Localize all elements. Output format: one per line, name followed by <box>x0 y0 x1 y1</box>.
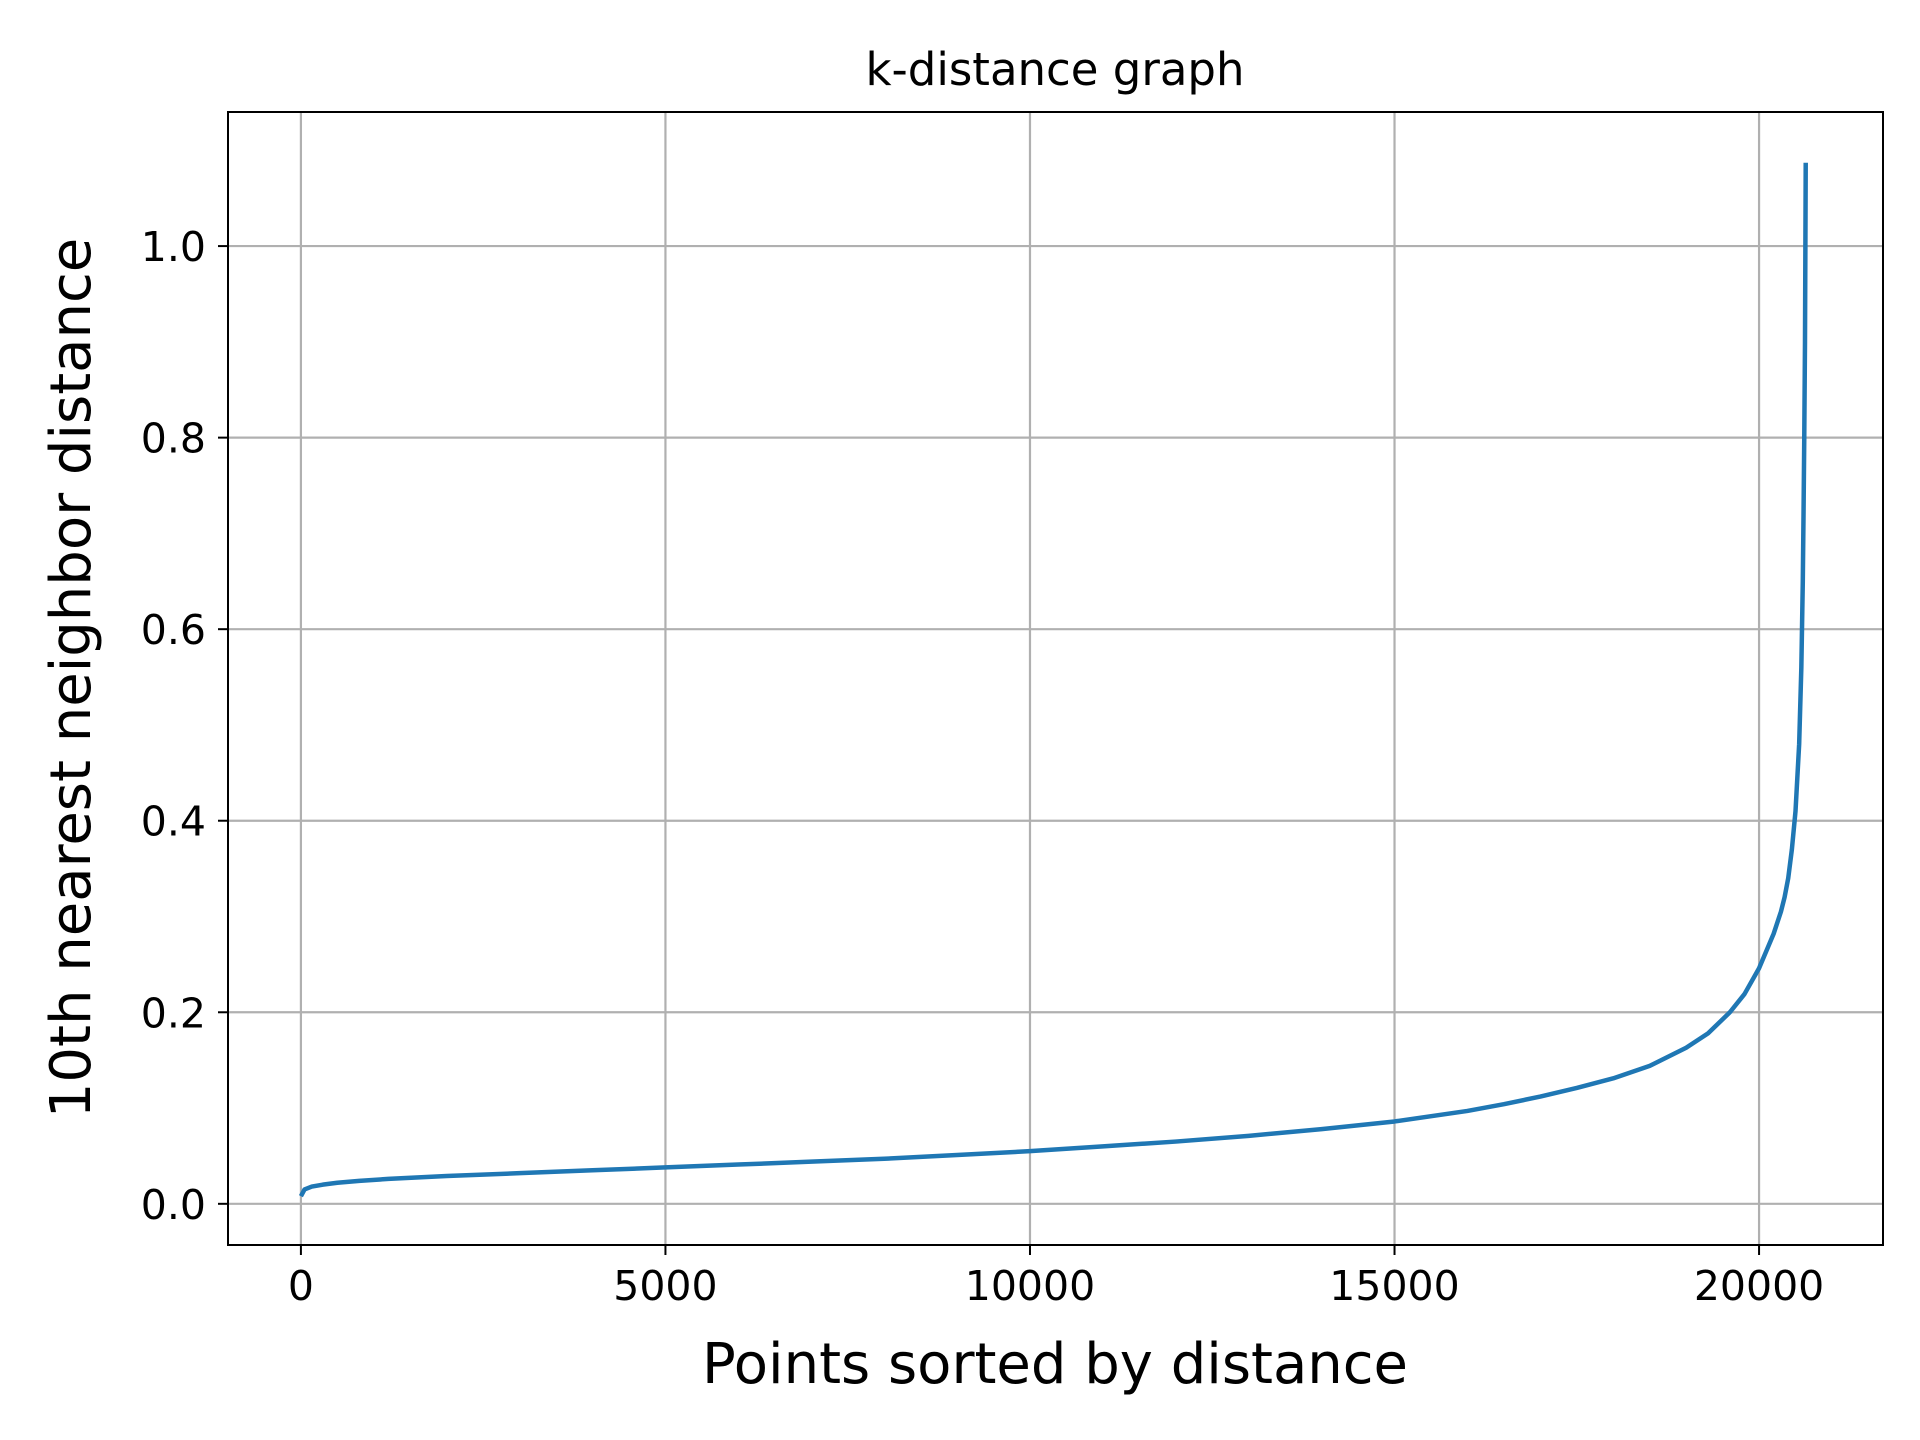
y-tick-label: 0.6 <box>141 606 206 654</box>
chart-title: k-distance graph <box>865 43 1244 96</box>
y-tick-label: 0.2 <box>141 989 206 1037</box>
x-tick-label: 5000 <box>613 1262 717 1310</box>
tick-layer: 0 5000 10000 15000 20000 0.0 0.2 0.4 0.6 0.8 1.0 <box>141 223 1824 1310</box>
grid-layer <box>228 112 1883 1245</box>
y-tick-label: 0.8 <box>141 415 206 463</box>
k-distance-series-line <box>298 162 1808 1198</box>
x-tick-label: 20000 <box>1694 1262 1824 1310</box>
plot-frame <box>227 111 1884 1246</box>
x-tick-label: 15000 <box>1329 1262 1459 1310</box>
series-layer <box>298 162 1808 1198</box>
x-tick-label: 10000 <box>965 1262 1095 1310</box>
x-axis-label: Points sorted by distance <box>702 1332 1408 1397</box>
y-tick-label: 1.0 <box>141 223 206 271</box>
y-tick-label: 0.0 <box>141 1181 206 1229</box>
y-axis-label: 10th nearest neighbor distance <box>39 238 104 1118</box>
x-tick-label: 0 <box>288 1262 314 1310</box>
y-tick-label: 0.4 <box>141 798 206 846</box>
